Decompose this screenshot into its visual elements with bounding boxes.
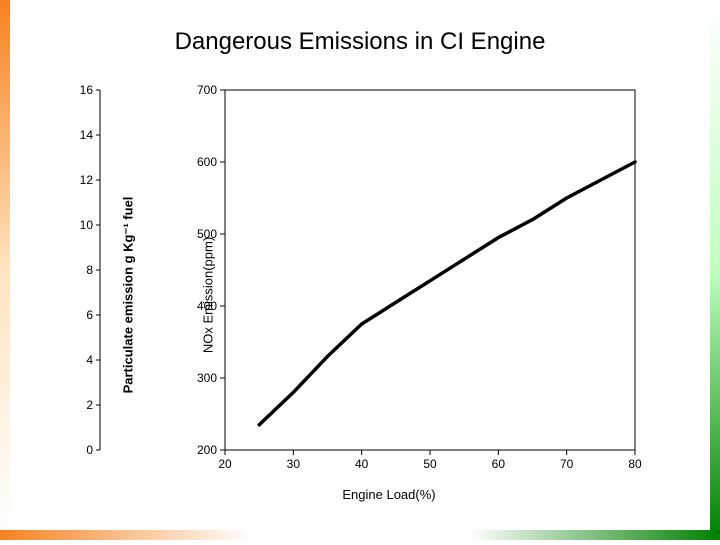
svg-text:200: 200 (197, 443, 217, 457)
page-title: Dangerous Emissions in CI Engine (10, 28, 710, 56)
svg-text:6: 6 (86, 308, 93, 322)
svg-text:700: 700 (197, 83, 217, 97)
x-axis-label: Engine Load(%) (342, 487, 435, 502)
svg-text:2: 2 (86, 398, 93, 412)
svg-text:10: 10 (80, 218, 94, 232)
svg-text:50: 50 (423, 457, 437, 471)
svg-text:30: 30 (287, 457, 301, 471)
svg-text:0: 0 (86, 443, 93, 457)
svg-text:60: 60 (492, 457, 506, 471)
svg-text:20: 20 (218, 457, 232, 471)
slide-content: Dangerous Emissions in CI Engine Particu… (10, 10, 710, 530)
svg-text:80: 80 (628, 457, 642, 471)
svg-text:300: 300 (197, 371, 217, 385)
svg-text:16: 16 (80, 83, 94, 97)
y1-axis-label: Particulate emission g Kg⁻¹ fuel (120, 197, 136, 394)
svg-text:70: 70 (560, 457, 574, 471)
svg-text:600: 600 (197, 155, 217, 169)
svg-text:8: 8 (86, 263, 93, 277)
chart-container: Particulate emission g Kg⁻¹ fuel NOx Emi… (70, 80, 650, 510)
chart-svg: 2030405060708020030040050060070002468101… (70, 80, 650, 510)
svg-text:14: 14 (80, 128, 94, 142)
y2-axis-label: NOx Emission(ppm) (201, 237, 216, 353)
svg-text:4: 4 (86, 353, 93, 367)
svg-text:12: 12 (80, 173, 94, 187)
svg-text:40: 40 (355, 457, 369, 471)
